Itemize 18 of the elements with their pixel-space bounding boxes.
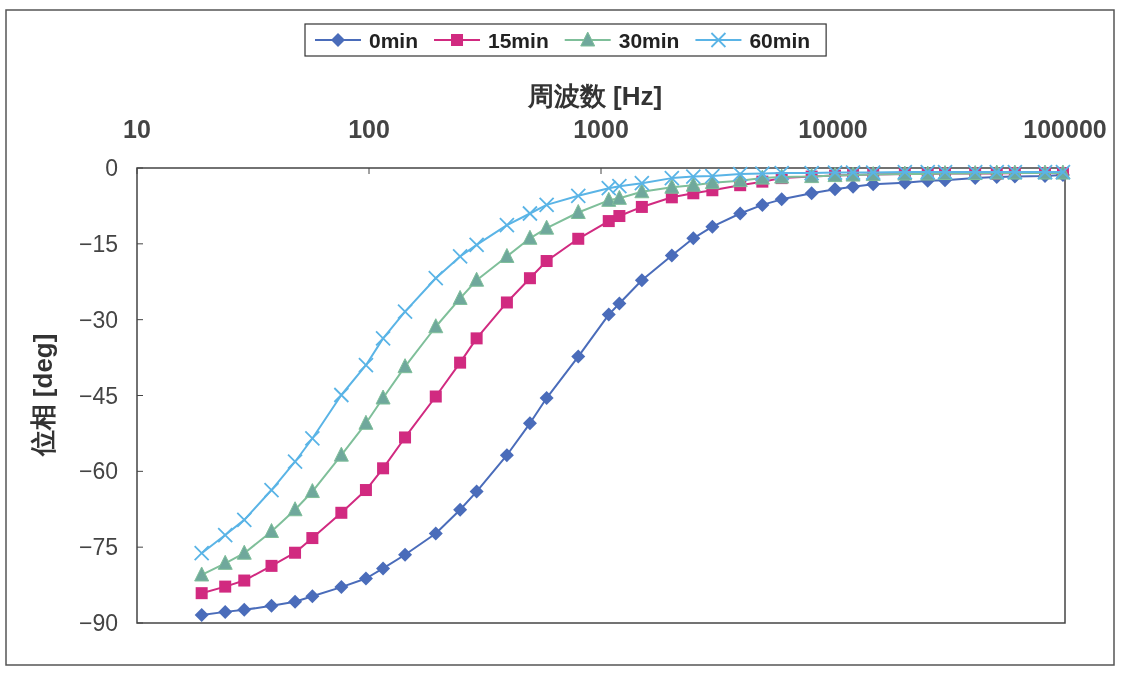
y-tick-label: −45 xyxy=(78,382,118,409)
legend-label: 30min xyxy=(618,29,680,52)
x-axis-title: 周波数 [Hz] xyxy=(526,81,663,111)
y-tick-label: −75 xyxy=(78,534,118,561)
x-tick-label: 10000 xyxy=(798,115,868,143)
legend-label: 60min xyxy=(749,29,811,52)
legend-label: 0min xyxy=(369,29,419,52)
x-tick-label: 1000 xyxy=(573,115,629,143)
y-axis-title: 位相 [deg] xyxy=(28,333,58,458)
x-tick-label: 100000 xyxy=(1023,115,1107,143)
y-tick-label: −90 xyxy=(78,610,118,636)
x-tick-label: 100 xyxy=(348,115,390,143)
legend-label: 15min xyxy=(488,29,549,52)
y-tick-label: −15 xyxy=(78,230,118,257)
y-tick-label: 0 xyxy=(105,155,118,181)
y-tick-label: −30 xyxy=(78,306,118,333)
x-tick-label: 10 xyxy=(123,115,151,143)
y-tick-label: −60 xyxy=(78,458,118,485)
